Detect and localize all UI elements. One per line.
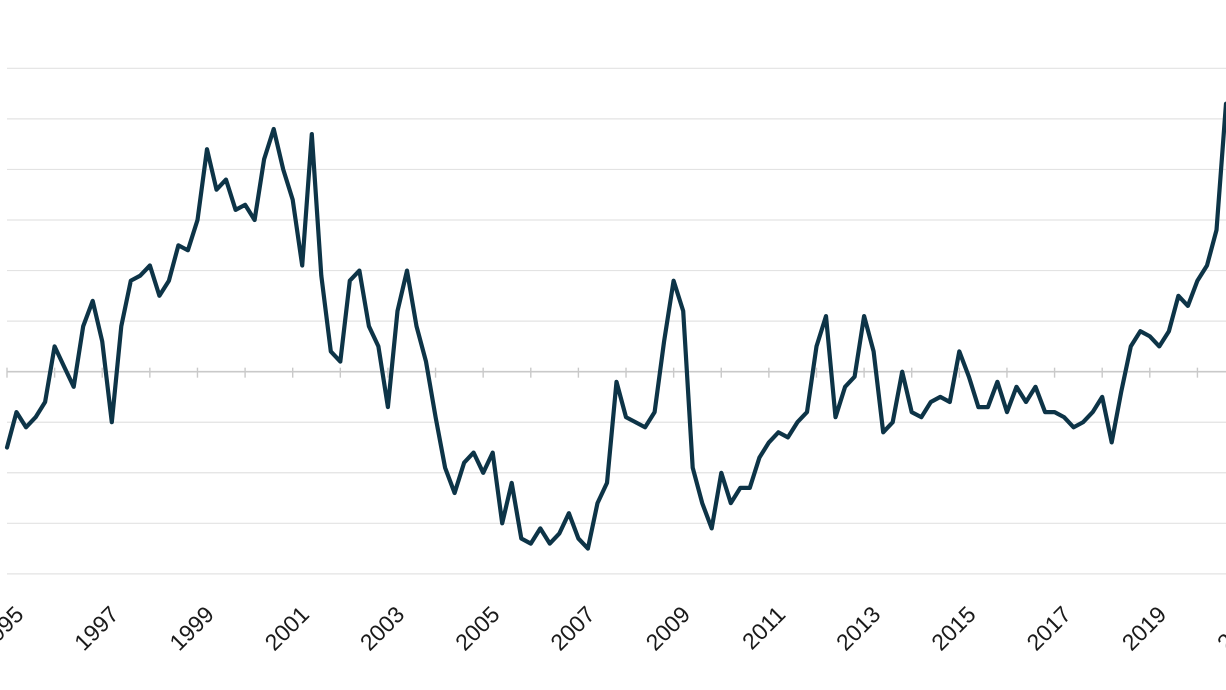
x-tick-label: 2007 [545,601,600,656]
x-tick-label: 2013 [831,601,886,656]
x-tick-label: 2021 [1212,601,1226,656]
x-tick-label: 2005 [450,601,505,656]
x-tick-label: 2015 [926,601,981,656]
x-tick-label: 1995 [0,601,28,656]
x-tick-label: 2003 [355,601,410,656]
series-line [4,101,1226,551]
x-tick-label: 1997 [69,601,124,656]
x-tick-label: 2017 [1021,601,1076,656]
gridlines [7,67,1226,575]
x-tick-label: 1999 [164,601,219,656]
x-tick-label: 2019 [1117,601,1172,656]
x-tick-label: 2011 [737,601,790,654]
x-axis-tick-labels: 1995 1997 1999 2001 2003 2005 2007 2009 2011 2013… [0,601,1226,656]
x-axis-ticks [6,367,1199,378]
x-tick-label: 2001 [260,601,315,656]
x-tick-label: 2009 [640,601,695,656]
